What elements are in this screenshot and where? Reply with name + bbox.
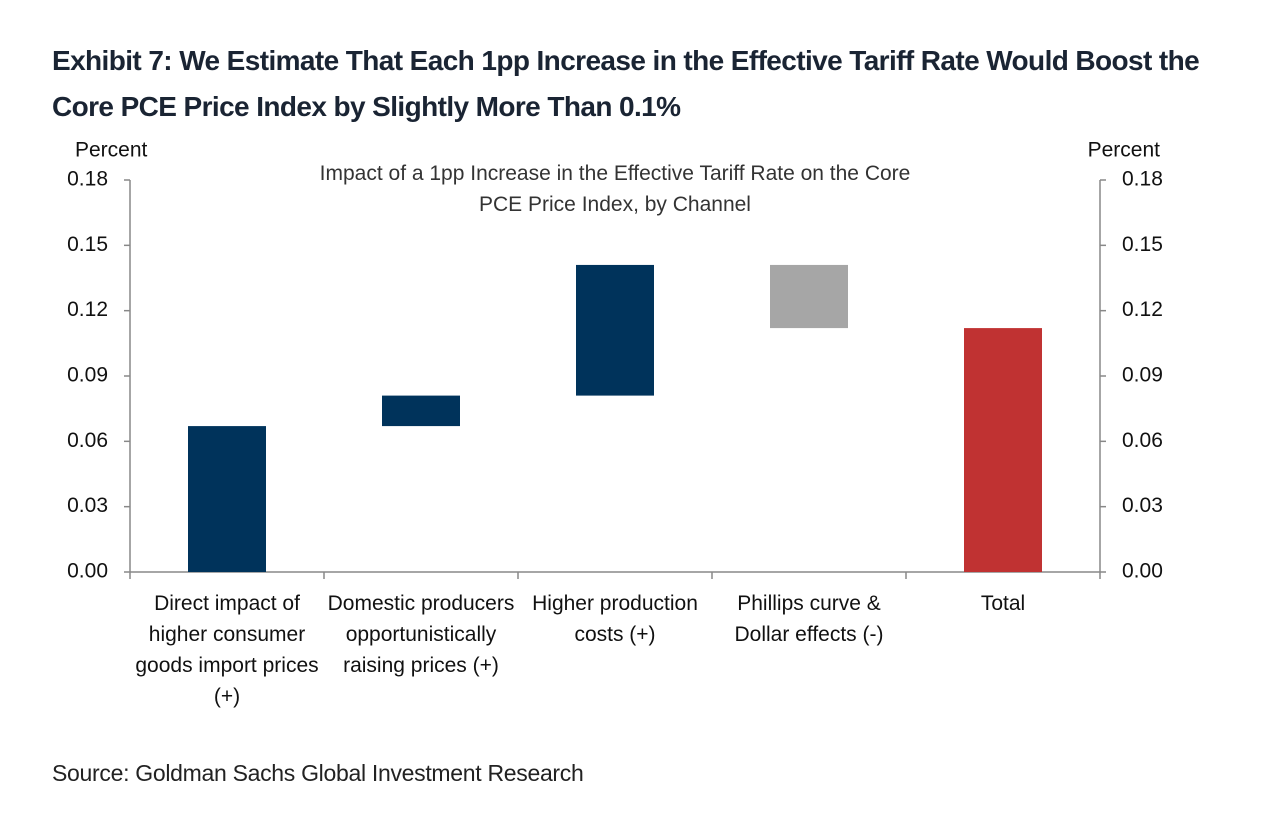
y-tick-label: 0.18 xyxy=(67,168,108,191)
y-axis-label: Percent xyxy=(75,139,148,162)
y2-axis-label: Percent xyxy=(1088,139,1161,162)
y2-tick-label: 0.00 xyxy=(1122,560,1163,583)
y2-tick-label: 0.12 xyxy=(1122,298,1163,321)
bar xyxy=(188,426,266,572)
bar xyxy=(964,328,1042,572)
y-tick-label: 0.15 xyxy=(67,233,108,256)
y-tick-label: 0.09 xyxy=(67,364,108,387)
x-tick-label: Total xyxy=(980,592,1026,615)
y2-tick-label: 0.03 xyxy=(1122,494,1163,517)
x-tick-label: Direct impact of higher consumer goods i… xyxy=(135,592,319,708)
chart-subtitle: Impact of a 1pp Increase in the Effectiv… xyxy=(319,162,911,216)
bar xyxy=(770,264,848,329)
x-tick-label: Domestic producers opportunistically rai… xyxy=(327,592,515,677)
bar xyxy=(576,264,654,396)
y-tick-label: 0.00 xyxy=(67,560,108,583)
bar xyxy=(382,395,460,427)
chart-title: Exhibit 7: We Estimate That Each 1pp Inc… xyxy=(52,45,1200,122)
y-tick-label: 0.03 xyxy=(67,494,108,517)
y2-tick-label: 0.06 xyxy=(1122,429,1163,452)
y-tick-label: 0.12 xyxy=(67,298,108,321)
y2-tick-label: 0.15 xyxy=(1122,233,1163,256)
x-tick-label: Higher production costs (+) xyxy=(532,592,698,646)
y-tick-label: 0.06 xyxy=(67,429,108,452)
x-tick-label: Phillips curve & Dollar effects (-) xyxy=(734,592,884,646)
y2-tick-label: 0.09 xyxy=(1122,364,1163,387)
source-note: Source: Goldman Sachs Global Investment … xyxy=(52,760,584,786)
y2-tick-label: 0.18 xyxy=(1122,168,1163,191)
